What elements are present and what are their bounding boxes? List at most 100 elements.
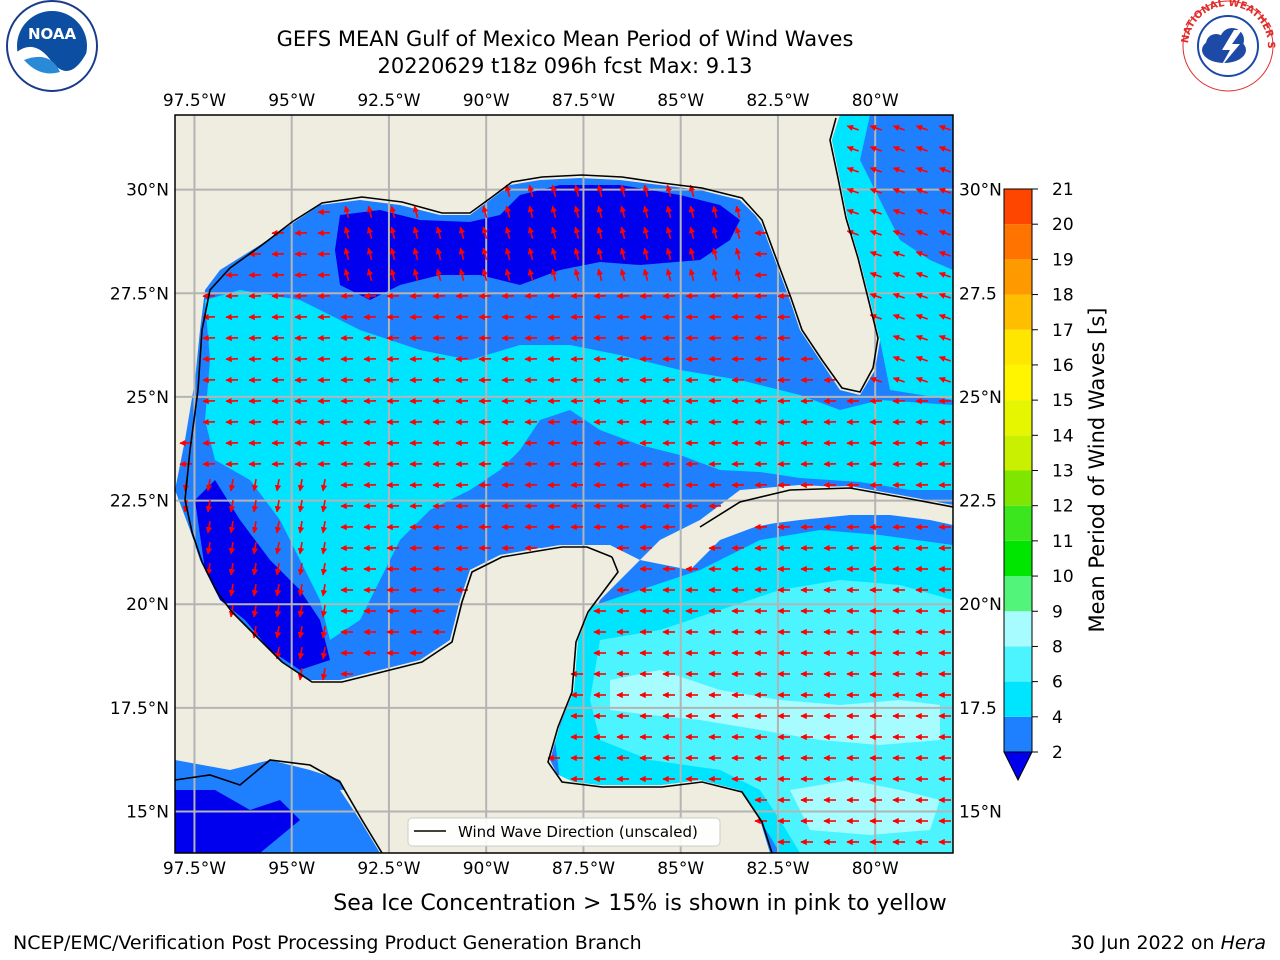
x-ticks-bottom: 97.5°W 95°W 92.5°W 90°W 87.5°W 85°W 82.5°W 80°W [163,859,899,879]
wind-arrow [596,184,604,198]
wind-arrow [527,226,535,240]
wind-arrow [642,205,650,219]
wind-arrow [504,247,512,261]
colorbar-tick-label: 20 [1052,215,1074,235]
wind-arrow [274,520,282,534]
land-cuba [700,486,953,540]
wind-arrow [504,205,512,219]
wind-arrow [366,268,374,282]
legend-label: Wind Wave Direction (unscaled) [458,823,698,841]
wind-arrow [596,247,604,261]
x-tick-top-label: 97.5°W [163,91,226,111]
map-frame [174,114,954,854]
band-lt2-pacific-2 [175,790,300,853]
wind-arrow [665,247,673,261]
wind-arrow [915,145,928,152]
colorbar-segment [1004,611,1032,647]
wind-arrow [869,187,882,194]
wind-arrow [915,229,928,236]
y-ticks-right: 30°N 27.5 25°N 22.5 20°N 17.5 15°N [959,181,1002,823]
wind-arrow [435,247,443,261]
wind-arrow [205,520,213,534]
colorbar-segment [1004,259,1032,295]
wind-arrow [274,583,282,597]
colorbar-segment [1004,540,1032,577]
x-tick-bottom-label: 97.5°W [163,859,226,879]
wind-arrow [320,478,328,492]
wind-arrow [892,124,905,131]
wind-arrow [435,268,443,282]
wind-arrow [228,541,236,555]
wind-arrow [619,184,627,198]
wind-arrow [389,205,397,219]
y-tick-right-label: 25°N [959,388,1002,408]
wind-arrow [251,499,259,513]
x-tick-bottom-label: 92.5°W [357,859,420,879]
wind-arrow [458,247,466,261]
coastline-mexico [184,499,613,683]
wind-arrow [892,313,905,320]
wind-arrow [205,499,213,513]
x-tick-bottom-label: 85°W [657,859,704,879]
colorbar-tick-label: 17 [1052,321,1074,341]
wind-arrow [846,124,859,131]
coastline-pacific [175,759,383,853]
wind-arrow [869,376,882,383]
wind-arrow [297,583,305,597]
wind-arrow [297,646,305,660]
y-tick-left-label: 22.5°N [110,492,169,512]
x-tick-bottom-label: 87.5°W [552,859,615,879]
colorbar-tick-label: 14 [1052,426,1074,446]
wind-arrow [320,499,328,513]
colorbar-tick-label: 15 [1052,391,1074,411]
noaa-wordmark: NOAA [28,25,77,43]
colorbar-tick-label: 21 [1052,180,1074,200]
wind-arrow [573,205,581,219]
x-tick-bottom-label: 90°W [463,859,510,879]
colorbar-segment [1004,505,1032,541]
wind-arrow [251,520,259,534]
wind-arrow [869,166,882,173]
wind-arrow [892,145,905,152]
wind-arrow [915,271,928,278]
wind-arrow [228,583,236,597]
colorbar-tick-label: 9 [1052,602,1063,622]
wind-arrow [343,205,351,219]
x-tick-top-label: 80°W [852,91,899,111]
x-tick-bottom-label: 80°W [852,859,899,879]
colorbar-segment [1004,470,1032,506]
wind-arrow [205,541,213,555]
wind-arrow [619,226,627,240]
wind-arrow [938,334,951,341]
legend: Wind Wave Direction (unscaled) [407,817,721,847]
wind-arrow [228,499,236,513]
wind-arrow [320,562,328,576]
wind-arrow [412,247,420,261]
wind-arrow [734,247,742,261]
wind-arrow [938,229,951,236]
wind-arrow [297,499,305,513]
colorbar-tick-label: 10 [1052,567,1074,587]
land-florida [720,115,878,390]
wind-arrow [573,247,581,261]
coastline-yucatan [547,556,773,853]
coastline-cuba [699,487,953,528]
wind-arrow [688,247,696,261]
wind-arrow [274,604,282,618]
wind-arrow [869,208,882,215]
wind-arrow [596,268,604,282]
grid-lines [175,115,953,853]
colorbar-tick-label: 16 [1052,356,1074,376]
wind-arrow [412,205,420,219]
wind-arrow [846,145,859,152]
wind-arrow [320,667,328,681]
wind-arrow [297,478,305,492]
band-2-4-atlantic [860,115,953,270]
wind-arrow [297,562,305,576]
wind-arrow [274,499,282,513]
x-ticks-top: 97.5°W 95°W 92.5°W 90°W 87.5°W 85°W 82.5°W 80°W [163,91,899,111]
wind-arrow [573,184,581,198]
wind-arrow [892,187,905,194]
colorbar-tick-label: 11 [1052,532,1074,552]
wind-arrow [228,562,236,576]
